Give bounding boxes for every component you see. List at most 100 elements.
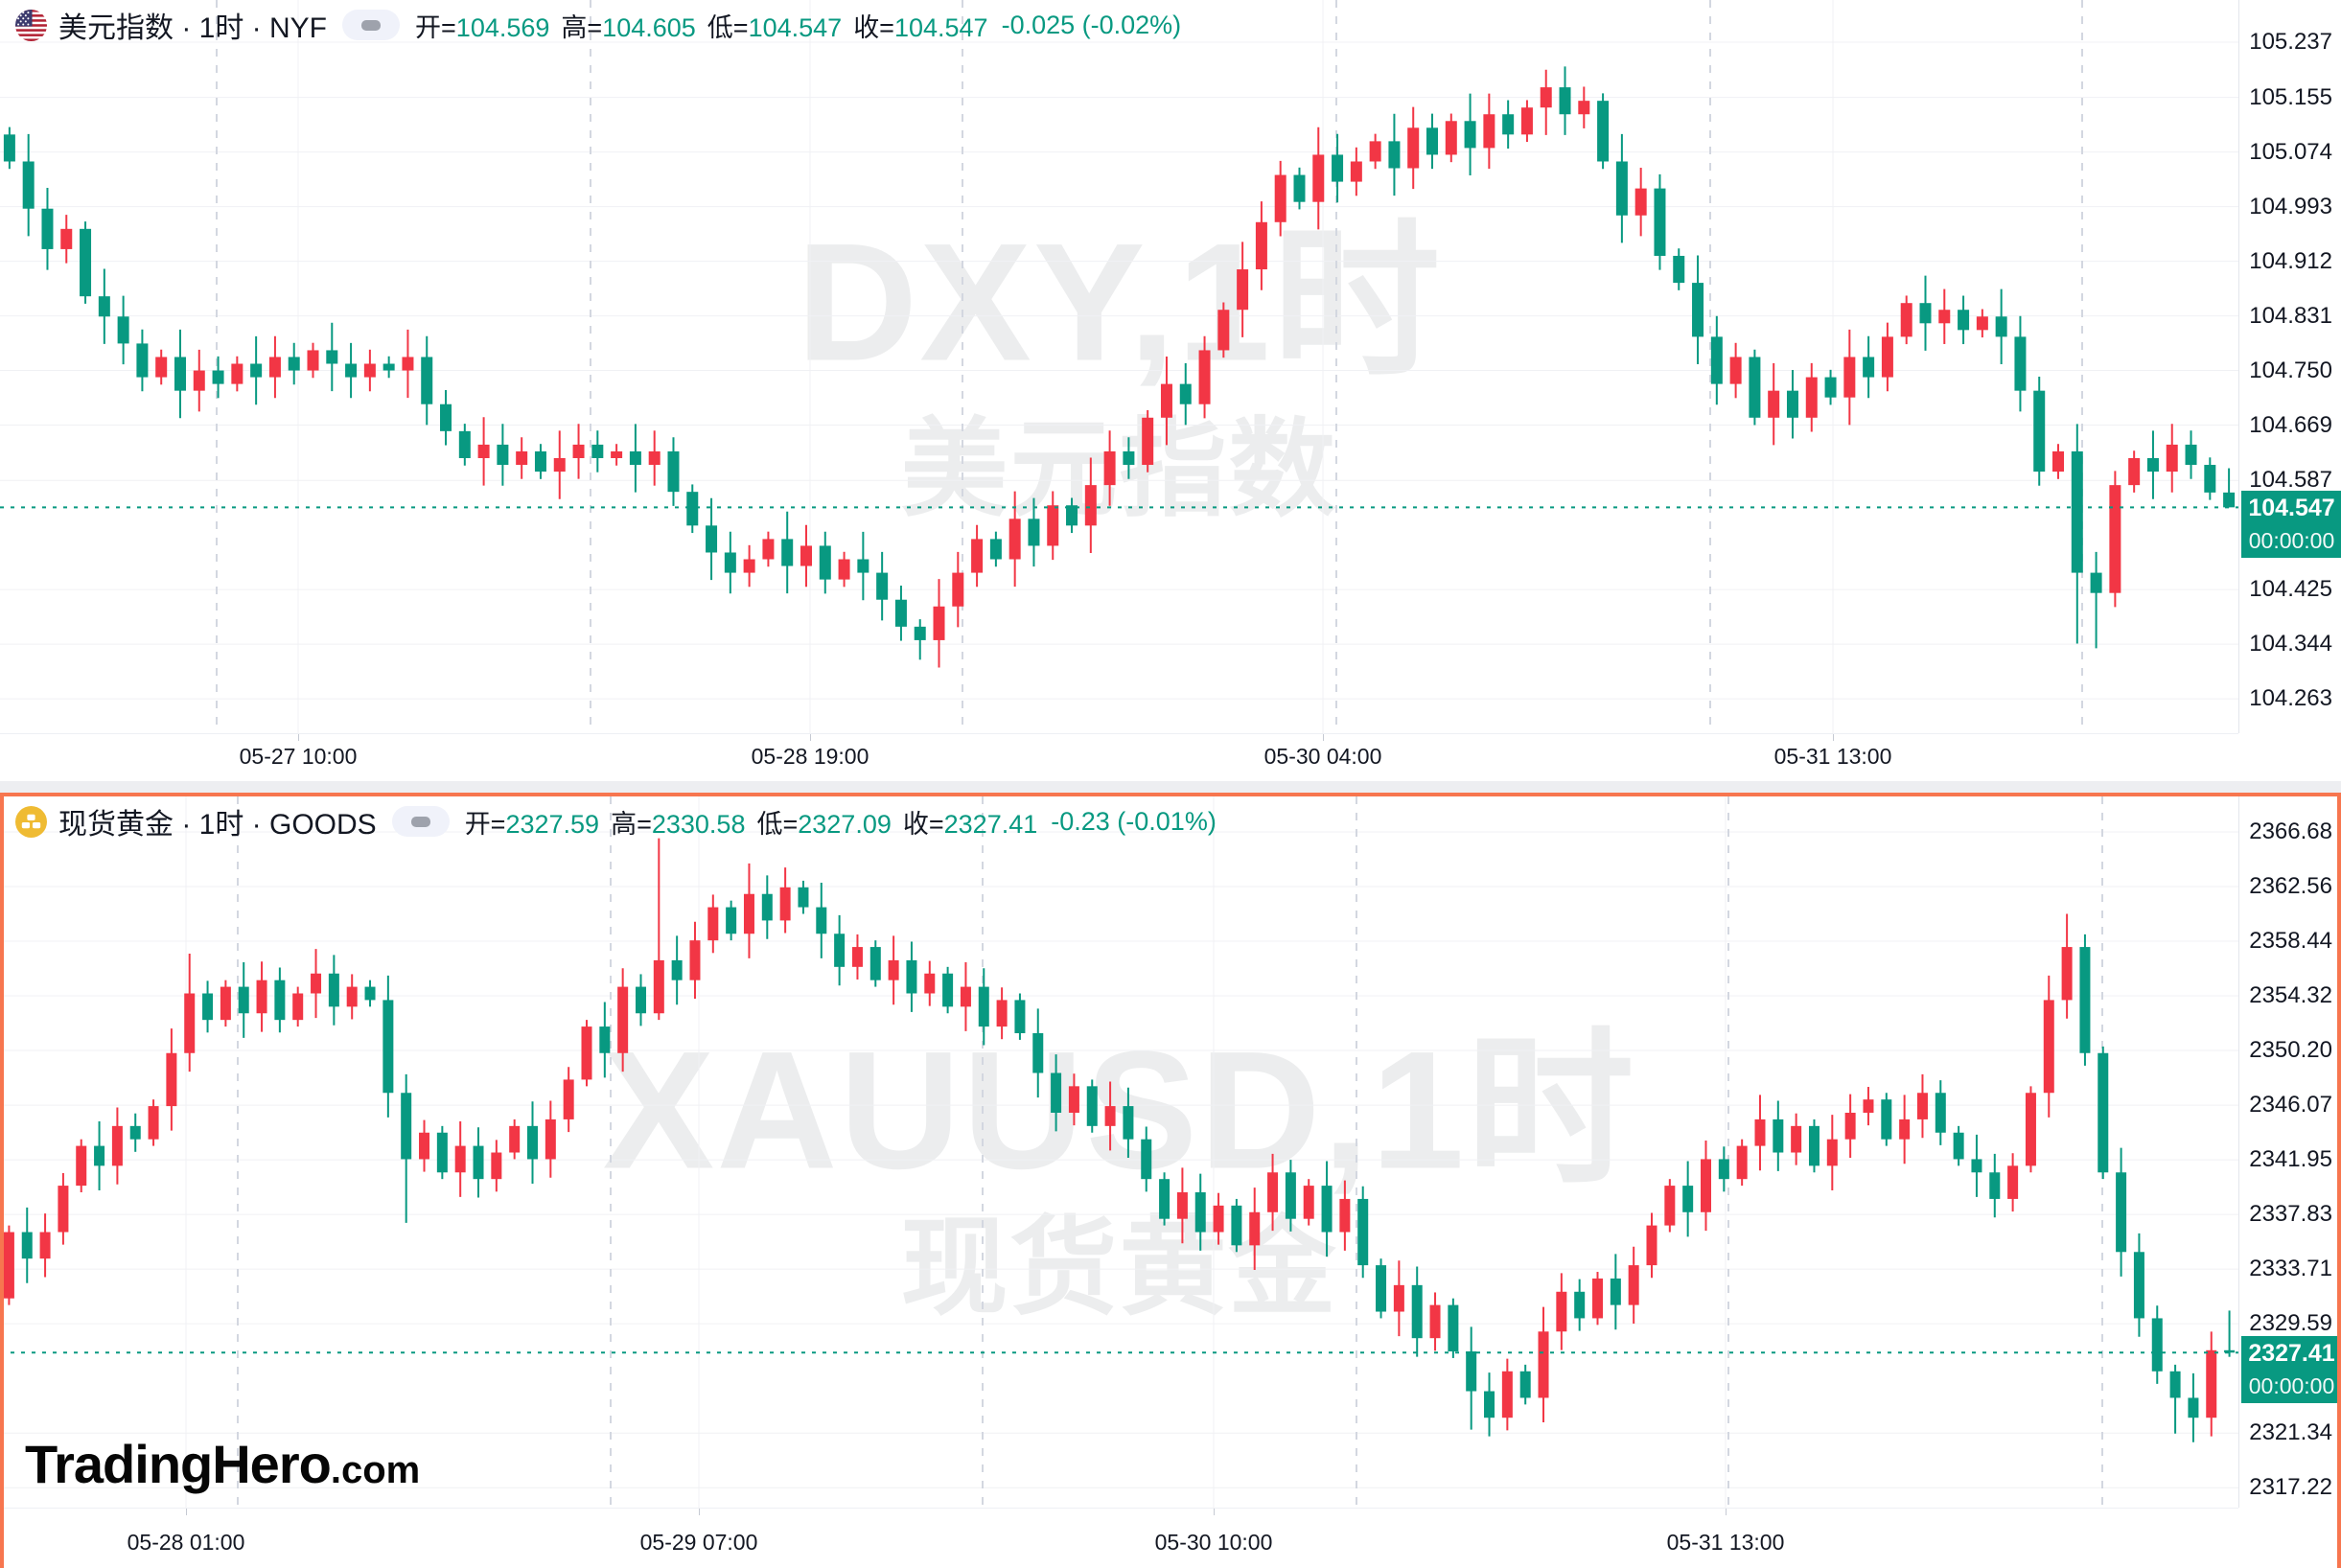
candle-body (834, 934, 846, 967)
candle-body (1540, 87, 1552, 108)
candles-layer (3, 838, 2236, 1442)
candle-body (1919, 303, 1932, 324)
candle-body (346, 986, 358, 1007)
candle-body (743, 559, 755, 573)
candle-body (779, 887, 791, 921)
candle-body (1754, 1118, 1766, 1146)
candle-body (1559, 87, 1571, 115)
candle-body (1142, 417, 1154, 466)
dxy-last-price: 104.547 (2248, 494, 2335, 521)
candle-body (516, 450, 528, 466)
gold-time-axis[interactable]: 05-28 01:00 05-29 07:00 05-30 10:00 05-31 1… (0, 1508, 2238, 1568)
candle-body (477, 444, 490, 458)
gold-last-price: 2327.41 (2248, 1339, 2335, 1367)
candle-body (1938, 310, 1951, 324)
candle-body (1484, 1391, 1495, 1418)
candle-body (1995, 316, 2007, 337)
candle-body (1103, 450, 1116, 486)
candle-body (838, 559, 850, 580)
candle-body (1123, 1106, 1134, 1140)
candle-body (2079, 947, 2091, 1053)
candle-body (996, 1000, 1008, 1027)
candle-body (454, 1145, 466, 1173)
time-axis-label: 05-29 07:00 (639, 1530, 758, 1555)
candle-body (402, 357, 414, 371)
legend-more-button[interactable] (342, 10, 401, 40)
candle-body (1574, 1291, 1586, 1319)
candle-body (1519, 1371, 1531, 1398)
candle-body (1448, 1304, 1459, 1352)
legend-more-button[interactable] (391, 806, 450, 837)
dxy-price-axis[interactable]: 104.547 00:00:00 105.237 105.155 105.074 10… (2238, 0, 2341, 733)
candle-body (1051, 1072, 1062, 1114)
candle-body (1654, 188, 1666, 256)
candle-body (1736, 1145, 1748, 1180)
price-axis-label: 2346.07 (2249, 1092, 2332, 1118)
candle-body (440, 404, 452, 431)
candle-body (60, 228, 73, 249)
price-axis-label: 104.831 (2249, 302, 2332, 329)
candle-body (1935, 1093, 1946, 1133)
dxy-chart-area[interactable]: DXY,1时 美元指数 (0, 0, 2238, 733)
candle-body (1429, 1304, 1441, 1339)
candle-body (1768, 390, 1780, 418)
active-pane-border-right (2337, 793, 2341, 1568)
candle-body (952, 572, 964, 607)
candle-body (238, 986, 249, 1014)
gold-price-axis[interactable]: 2327.41 00:00:00 2366.68 2362.56 2358.44 23… (2238, 796, 2341, 1508)
candle-body (563, 1079, 574, 1119)
candle-body (3, 134, 15, 162)
dxy-legend: 美元指数 · 1时 · NYF 开=104.569 高=104.605 低=10… (15, 6, 1181, 44)
candle-body (1339, 1198, 1351, 1233)
gold-low-value: 低=2327.09 (756, 809, 892, 839)
gold-close-value: 收=2327.41 (902, 809, 1038, 839)
candle-body (1989, 1172, 2001, 1199)
us-flag-icon (15, 9, 47, 41)
dxy-open-value: 开=104.569 (415, 12, 550, 42)
dxy-time-axis[interactable]: 05-27 10:00 05-28 19:00 05-30 04:00 05-31 1… (0, 733, 2238, 777)
time-axis-tick (1214, 1509, 1215, 1515)
candle-body (1615, 161, 1628, 216)
candle-body (1556, 1291, 1567, 1332)
gold-chart-area[interactable]: XAUUSD,1时 现货黄金 现货黄金 · 1时 · GOODS (0, 796, 2238, 1508)
candle-body (1445, 121, 1457, 155)
candle-body (1332, 154, 1344, 182)
candle-body (155, 357, 168, 378)
dxy-candlestick-plot[interactable] (0, 0, 2238, 733)
time-axis-tick (1833, 734, 1834, 741)
candle-body (288, 357, 300, 371)
candle-body (1538, 1331, 1549, 1398)
candle-body (220, 986, 231, 1021)
price-axis-label: 104.669 (2249, 411, 2332, 438)
candle-body (876, 572, 889, 600)
candle-body (2098, 1052, 2109, 1173)
time-axis-tick (1323, 734, 1324, 741)
candle-body (2224, 1349, 2236, 1353)
gold-symbol-title: 现货黄金 · 1时 · GOODS (58, 809, 377, 841)
price-axis-label: 104.912 (2249, 247, 2332, 274)
candle-body (1160, 383, 1172, 418)
candle-body (1104, 1106, 1116, 1126)
time-axis-label: 05-27 10:00 (239, 744, 358, 769)
candle-body (798, 887, 809, 908)
candle-body (1274, 174, 1286, 222)
candle-body (1592, 1278, 1604, 1319)
price-axis-label: 2358.44 (2249, 927, 2332, 954)
pane-splitter[interactable] (0, 781, 2341, 793)
candle-body (1008, 519, 1021, 560)
candle-body (1502, 114, 1515, 135)
candle-body (1066, 505, 1078, 526)
candle-body (1682, 1186, 1694, 1212)
candle-body (2206, 1349, 2217, 1418)
candle-body (1729, 357, 1742, 384)
candle-body (39, 1232, 51, 1259)
candle-body (534, 450, 546, 473)
time-axis-label: 05-28 19:00 (751, 744, 869, 769)
candle-body (686, 492, 699, 526)
candle-body (1953, 1132, 1964, 1160)
price-axis-label: 105.074 (2249, 138, 2332, 165)
candle-body (1179, 383, 1192, 404)
candle-body (648, 450, 661, 466)
gold-candlestick-plot[interactable] (0, 796, 2238, 1508)
tradinghero-logo[interactable]: TradingHero .com (25, 1433, 420, 1495)
